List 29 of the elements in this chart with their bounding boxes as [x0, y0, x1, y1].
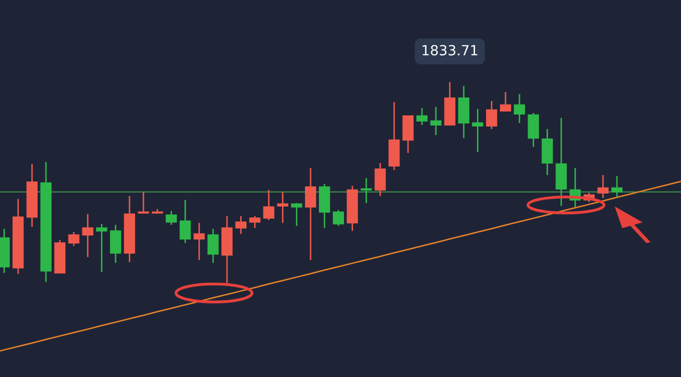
candlestick — [332, 209, 344, 227]
candlestick — [208, 228, 219, 264]
candlestick — [611, 175, 623, 198]
candlestick — [514, 93, 526, 124]
candlestick — [235, 215, 246, 235]
candlestick — [304, 167, 316, 261]
candlestick — [528, 112, 539, 148]
candlestick — [500, 91, 512, 112]
candlestick — [291, 202, 302, 227]
candlestick — [277, 191, 288, 224]
candlestick — [597, 174, 609, 199]
candlestick — [416, 107, 428, 126]
candlestick — [374, 162, 386, 197]
candlestick — [263, 189, 274, 221]
candlestick — [138, 191, 150, 214]
candlestick — [472, 108, 484, 153]
candlestick — [430, 106, 442, 136]
candlestick — [68, 231, 80, 247]
candlestick — [82, 213, 94, 258]
candlestick — [486, 100, 498, 130]
candlestick — [166, 210, 177, 226]
candlestick — [542, 128, 553, 176]
candlestick — [180, 199, 191, 244]
candlestick — [96, 223, 108, 273]
candlestick — [360, 177, 372, 204]
text: 1833.71 — [422, 44, 478, 56]
candlestick — [249, 215, 260, 229]
candlestick — [110, 224, 122, 264]
candlestick — [194, 222, 205, 261]
